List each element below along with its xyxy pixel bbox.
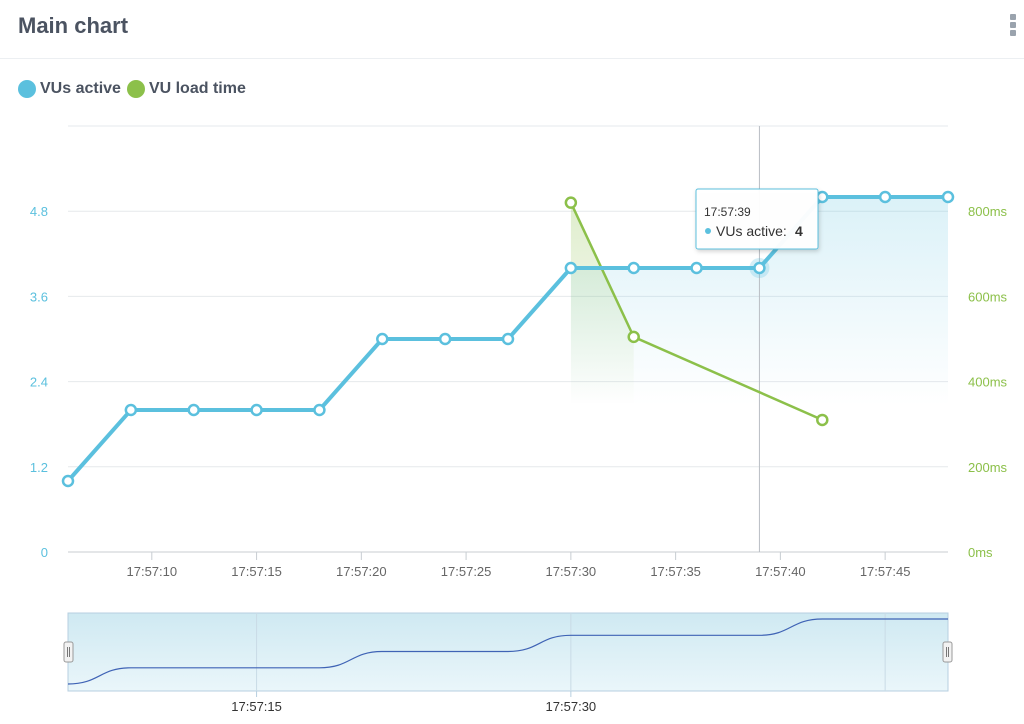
x-tick-label: 17:57:40 bbox=[755, 564, 806, 579]
navigator[interactable]: 17:57:15 17:57:30 bbox=[63, 612, 953, 714]
y-axis-right: 0ms 200ms 400ms 600ms 800ms bbox=[968, 204, 1008, 560]
x-tick-label: 17:57:25 bbox=[441, 564, 492, 579]
navigator-tick-label: 17:57:30 bbox=[546, 699, 597, 714]
vertical-ellipsis-icon[interactable] bbox=[1009, 14, 1017, 38]
vus-active-point bbox=[187, 403, 200, 417]
x-tick-label: 17:57:20 bbox=[336, 564, 387, 579]
vus-active-point bbox=[878, 190, 892, 204]
navigator-grid bbox=[256, 613, 886, 691]
chart-header: Main chart bbox=[0, 0, 1024, 59]
legend-label: VUs active bbox=[40, 80, 121, 97]
legend-marker-icon bbox=[126, 80, 145, 98]
navigator-tick-label: 17:57:15 bbox=[231, 699, 282, 714]
y-tick-label-left: 4.8 bbox=[30, 204, 48, 219]
legend-label: VU load time bbox=[148, 80, 246, 97]
vus-active-point bbox=[564, 261, 578, 275]
x-tick-label: 17:57:30 bbox=[546, 564, 597, 579]
vus-active-point bbox=[438, 332, 452, 346]
load-time-point bbox=[816, 413, 829, 427]
vus-active-point bbox=[61, 474, 75, 488]
vus-active-point bbox=[753, 261, 766, 275]
y-tick-label-left: 1.2 bbox=[30, 460, 48, 475]
vus-active-point bbox=[941, 190, 955, 204]
vus-active-point bbox=[690, 261, 703, 275]
load-area-fill bbox=[570, 202, 634, 405]
navigator-series-line bbox=[67, 618, 948, 685]
chart-legend: VUs active VU load time bbox=[18, 78, 252, 100]
tooltip-series-label: VUs active: bbox=[716, 223, 787, 239]
tooltip-box bbox=[695, 188, 819, 250]
load-time-point bbox=[627, 330, 640, 344]
page-title: Main chart bbox=[18, 13, 129, 38]
x-tick-label: 17:57:35 bbox=[650, 564, 701, 579]
legend-marker-icon bbox=[18, 80, 36, 98]
y-tick-label-right: 0ms bbox=[968, 545, 993, 560]
tooltip-series-dot-icon bbox=[705, 228, 711, 234]
y-axis-left: 0 1.2 2.4 3.6 4.8 bbox=[30, 204, 48, 560]
vus-active-point bbox=[124, 403, 138, 417]
y-tick-label-right: 600ms bbox=[968, 289, 1008, 304]
y-tick-label-right: 800ms bbox=[968, 204, 1008, 219]
x-tick-label: 17:57:45 bbox=[860, 564, 911, 579]
tooltip-value: 4 bbox=[795, 223, 803, 239]
vus-active-point bbox=[376, 332, 389, 346]
vus-active-point bbox=[313, 403, 326, 417]
y-tick-label-left: 3.6 bbox=[30, 289, 48, 304]
navigator-handle-left[interactable] bbox=[63, 641, 74, 663]
load-time-point bbox=[564, 196, 578, 209]
x-tick-label: 17:57:15 bbox=[231, 564, 282, 579]
legend-item-vu-load-time[interactable]: VU load time bbox=[126, 80, 246, 98]
y-tick-label-left: 0 bbox=[41, 545, 48, 560]
navigator-handle-right[interactable] bbox=[942, 641, 953, 663]
legend-item-vus-active[interactable]: VUs active bbox=[18, 80, 121, 98]
x-axis: 17:57:10 17:57:15 17:57:20 17:57:25 17:57:30… bbox=[127, 552, 911, 579]
tooltip-time: 17:57:39 bbox=[704, 205, 751, 219]
y-tick-label-right: 200ms bbox=[968, 460, 1008, 475]
vus-active-point bbox=[627, 261, 640, 275]
vus-active-point bbox=[816, 190, 829, 204]
y-tick-label-right: 400ms bbox=[968, 375, 1008, 390]
x-tick-label: 17:57:10 bbox=[127, 564, 178, 579]
vus-active-point bbox=[501, 332, 515, 346]
y-tick-label-left: 2.4 bbox=[30, 375, 48, 390]
tooltip: 17:57:39 VUs active: 4 bbox=[695, 188, 819, 250]
navigator-tick-labels: 17:57:15 17:57:30 bbox=[231, 691, 596, 714]
vus-active-point bbox=[250, 403, 263, 417]
